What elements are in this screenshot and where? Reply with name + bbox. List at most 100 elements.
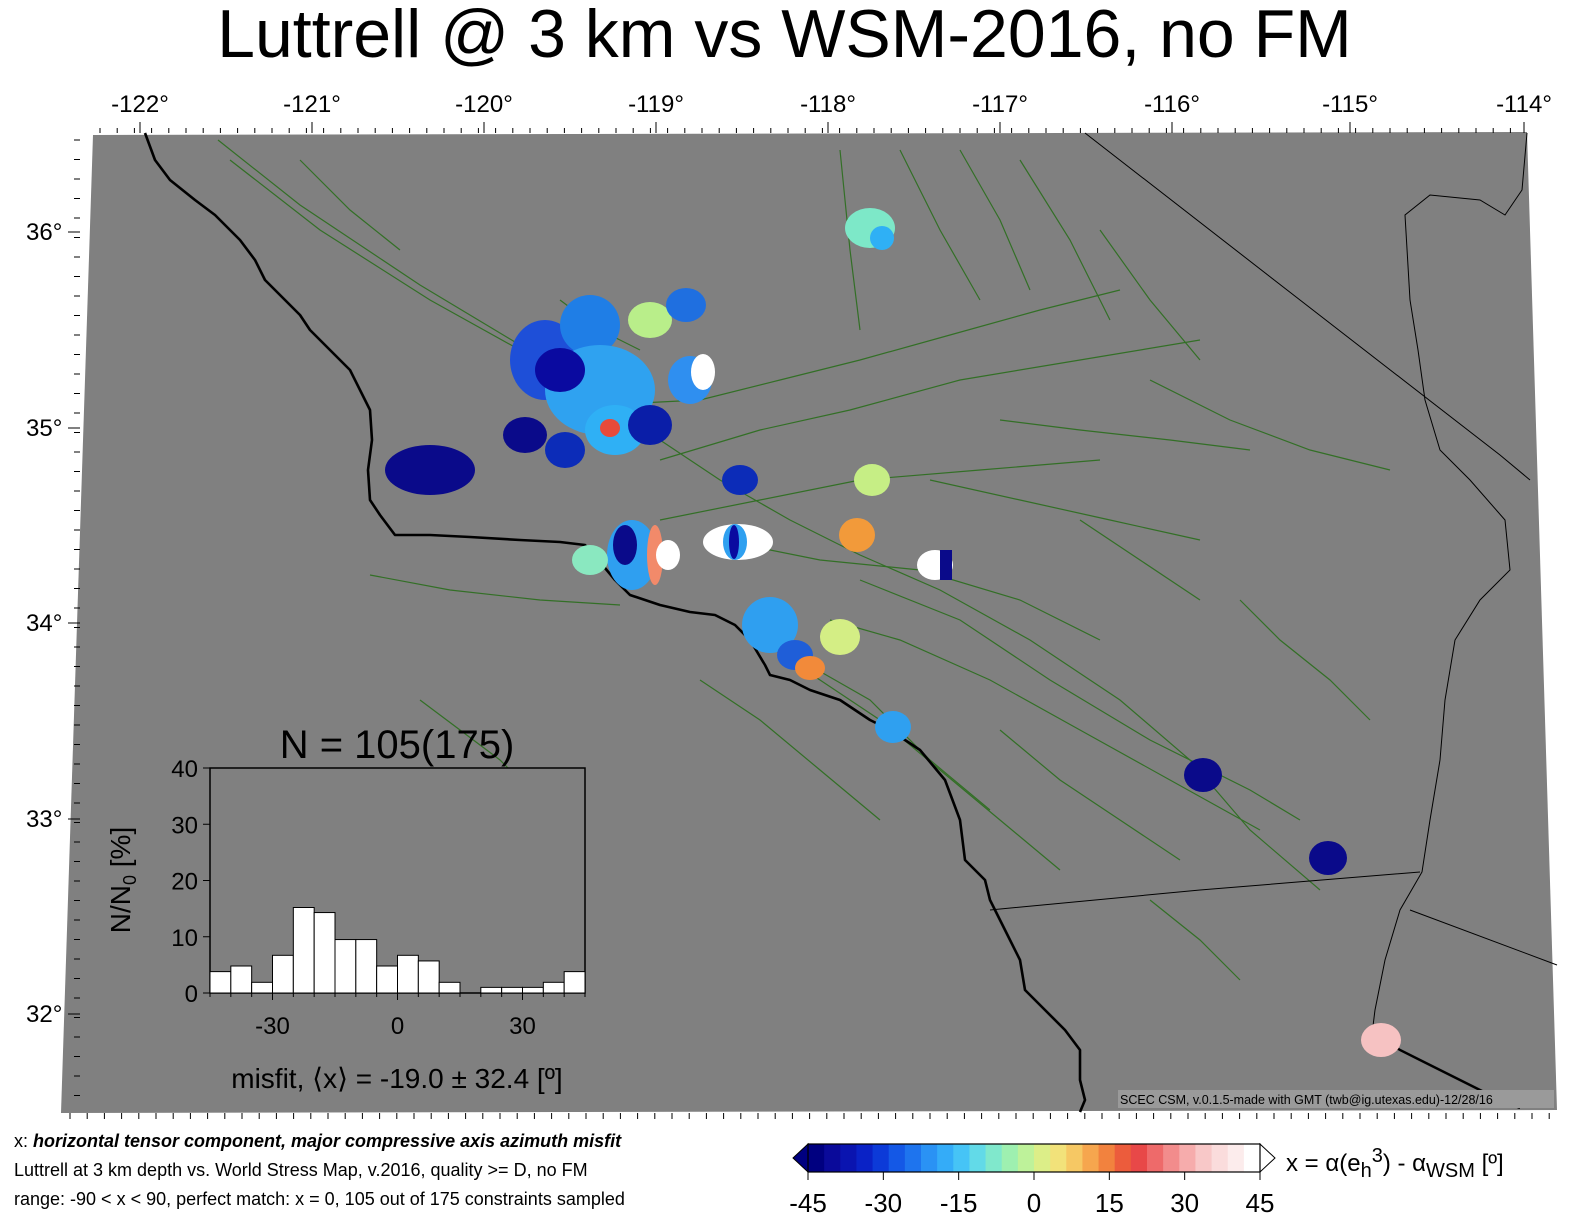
colorbar-tick-label: 45 (1246, 1188, 1275, 1217)
colorbar-tick-label: -15 (940, 1188, 978, 1217)
lon-tick-label: -121° (283, 91, 341, 118)
hist-y-tick-label: 10 (171, 925, 198, 952)
misfit-patches (385, 208, 1401, 1057)
patch (795, 656, 825, 680)
colorbar-swatch (1179, 1144, 1196, 1172)
histogram-bar (292, 907, 315, 994)
patch (560, 295, 620, 355)
lat-tick-label: 33° (26, 806, 62, 833)
patch (545, 432, 585, 468)
colorbar-swatch (1050, 1144, 1067, 1172)
histogram-bar (438, 981, 461, 994)
patch (1309, 841, 1347, 875)
histogram-bar (522, 986, 544, 994)
patch (535, 348, 585, 392)
colorbar-swatch (985, 1144, 1003, 1172)
lon-tick-label: -114° (1496, 91, 1552, 118)
patch (722, 465, 758, 495)
patch (820, 619, 860, 655)
histogram-bar (397, 954, 419, 994)
colorbar-swatches (808, 1144, 1261, 1172)
lon-tick-label: -122° (111, 91, 169, 118)
patch (572, 545, 608, 575)
colorbar-swatch (1066, 1144, 1083, 1172)
political-borders (989, 132, 1558, 1051)
footnote-line-3: range: -90 < x < 90, perfect match: x = … (14, 1189, 625, 1209)
footnote-line-1: x: horizontal tensor component, major co… (14, 1131, 622, 1151)
patch (666, 288, 706, 322)
patch (628, 302, 672, 338)
hist-x-tick-label: -30 (255, 1013, 290, 1040)
lat-tick-label: 34° (26, 610, 62, 637)
patch (600, 419, 620, 437)
hist-x-tick-label: 30 (509, 1013, 536, 1040)
patch (940, 550, 952, 580)
colorbar-tick-label: 15 (1095, 1188, 1124, 1217)
colorbar-swatch (1034, 1144, 1051, 1172)
patch (628, 405, 672, 445)
credit-box (1118, 1090, 1554, 1108)
colorbar-swatch (969, 1144, 987, 1172)
histogram-bar (230, 965, 253, 994)
patch (691, 354, 715, 390)
footnote-line-2: Luttrell at 3 km depth vs. World Stress … (14, 1160, 588, 1180)
patch (742, 597, 798, 653)
colorbar-swatch (1211, 1144, 1229, 1172)
colorbar-swatch (953, 1144, 970, 1172)
lon-tick-label: -118° (800, 91, 856, 118)
colorbar-swatch (1114, 1144, 1132, 1172)
patch (385, 445, 475, 495)
colorbar-swatch (1082, 1144, 1100, 1172)
histogram-bars (209, 907, 586, 994)
patch (1184, 758, 1222, 792)
histogram-inset: N = 105(175) 0 10 20 30 40 -30 0 30 N/N0 [%] mi… (105, 723, 586, 1094)
colorbar-swatch (840, 1144, 857, 1172)
patch (656, 540, 680, 570)
histogram-bar (417, 960, 440, 994)
colorbar-left-arrow (792, 1142, 809, 1174)
colorbar-tick-label: 30 (1170, 1188, 1199, 1217)
patch (1361, 1023, 1401, 1057)
colorbar-swatch (937, 1144, 954, 1172)
colorbar-swatch (888, 1144, 906, 1172)
colorbar-swatch (1017, 1144, 1035, 1172)
colorbar-swatch (856, 1144, 874, 1172)
histogram-bar (355, 939, 378, 994)
patch (870, 226, 894, 250)
lon-tick-label: -119° (628, 91, 684, 118)
histogram-ylabel: N/N0 [%] (105, 827, 140, 933)
patch (854, 464, 890, 496)
lon-tick-label: -120° (455, 91, 513, 118)
hist-y-tick-label: 0 (185, 981, 198, 1008)
map-axis-ticks (68, 122, 1550, 1119)
histogram-bar (334, 939, 357, 994)
histogram-bar (376, 965, 398, 994)
lat-tick-label: 35° (26, 415, 62, 442)
hist-y-tick-label: 20 (171, 869, 198, 896)
colorbar: -45 -30 -15 0 15 30 45 (789, 1142, 1276, 1217)
histogram-xlabel: misfit, ⟨x⟩ = -19.0 ± 32.4 [º] (231, 1063, 562, 1094)
patch (839, 518, 875, 552)
colorbar-swatch (1243, 1144, 1261, 1172)
histogram-bar (501, 986, 523, 994)
histogram-bar (272, 954, 294, 994)
histogram-bar (480, 986, 503, 994)
colorbar-swatch (872, 1144, 890, 1172)
patch (503, 417, 547, 453)
colorbar-swatch (1163, 1144, 1180, 1172)
lat-tick-label: 36° (26, 219, 62, 246)
colorbar-swatch (1130, 1144, 1148, 1172)
colorbar-swatch (1098, 1144, 1116, 1172)
lat-tick-label: 32° (26, 1001, 62, 1028)
colorbar-swatch (1227, 1144, 1245, 1172)
patch (875, 711, 911, 743)
colorbar-swatch (1195, 1144, 1213, 1172)
hist-x-tick-label: 0 (391, 1013, 404, 1040)
map-credit: SCEC CSM, v.0.1.5-made with GMT (twb@ig.… (1120, 1093, 1493, 1107)
patch (613, 525, 637, 565)
longitude-labels: -122° -121° -120° -119° -118° -117° -116° -115°… (111, 91, 1552, 118)
patch (729, 525, 739, 559)
histogram-bar (209, 971, 232, 994)
colorbar-tick-label: -30 (865, 1188, 903, 1217)
